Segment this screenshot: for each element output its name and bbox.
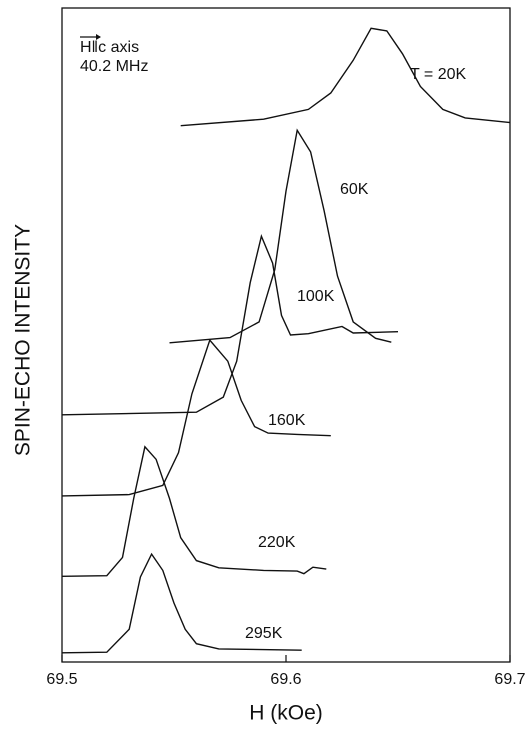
- y-axis-title: SPIN-ECHO INTENSITY: [12, 224, 35, 456]
- spectrum-line: [61, 233, 399, 416]
- plot-frame: [61, 7, 511, 663]
- series-label: 160K: [268, 412, 306, 429]
- x-tick-label: 69.6: [270, 671, 301, 688]
- x-axis-title: H (kOe): [249, 702, 323, 725]
- spectrum-line: [180, 27, 511, 127]
- series-label: 60K: [340, 181, 369, 198]
- x-tick-label: 69.7: [494, 671, 525, 688]
- spectrum-line: [61, 445, 327, 577]
- annotation: H‖c axis: [80, 39, 139, 56]
- x-tick-label: 69.5: [46, 671, 77, 688]
- vector-arrowhead: [96, 34, 101, 40]
- spectrum-line: [61, 552, 302, 654]
- annotation: 40.2 MHz: [80, 58, 148, 75]
- spectrum-line: [61, 338, 331, 497]
- series-label: T = 20K: [410, 66, 467, 83]
- spectrum-line: [169, 128, 392, 344]
- series-label: 295K: [245, 625, 283, 642]
- series-label: 100K: [297, 288, 335, 305]
- series-label: 220K: [258, 534, 296, 551]
